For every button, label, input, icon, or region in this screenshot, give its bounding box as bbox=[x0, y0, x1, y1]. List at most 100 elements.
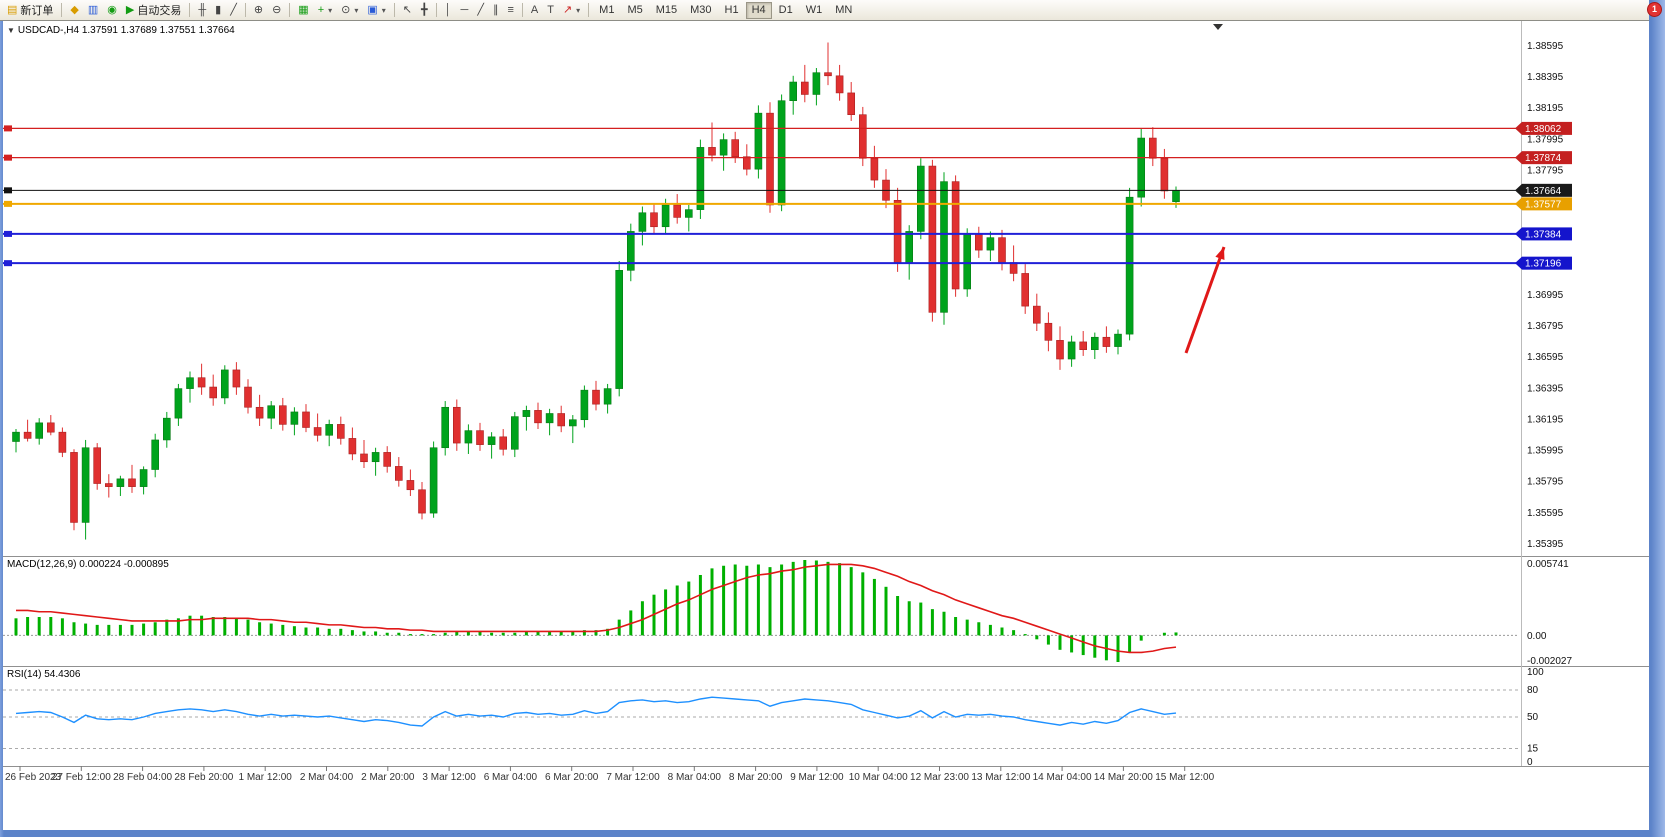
timeframe-button-m5[interactable]: M5 bbox=[621, 2, 648, 19]
svg-text:15 Mar 12:00: 15 Mar 12:00 bbox=[1155, 772, 1214, 783]
candle bbox=[244, 386, 252, 408]
tile-windows-button[interactable]: ▦ bbox=[294, 2, 312, 19]
line-chart-button[interactable]: ╱ bbox=[226, 2, 241, 19]
timeframe-button-h4[interactable]: H4 bbox=[745, 1, 772, 19]
periods-button[interactable]: ⊙ ▾ bbox=[337, 2, 362, 19]
timeframe-button-m15[interactable]: M15 bbox=[650, 2, 683, 19]
candle bbox=[812, 72, 821, 95]
candle bbox=[35, 422, 44, 439]
timeframe-button-m1[interactable]: M1 bbox=[593, 2, 620, 19]
timeframe-button-d1[interactable]: D1 bbox=[773, 2, 799, 19]
price-axis[interactable]: 1.38595 1.38395 1.38195 1.37995 1.37795 1.375… bbox=[1527, 41, 1564, 550]
candle bbox=[371, 452, 380, 463]
candle bbox=[278, 405, 287, 425]
zoom-in-icon: ⊕ bbox=[253, 3, 264, 16]
candle bbox=[615, 270, 624, 389]
candle bbox=[1137, 137, 1145, 198]
candle bbox=[70, 452, 78, 523]
svg-text:1.35595: 1.35595 bbox=[1527, 508, 1564, 519]
auto-trading-label: 自动交易 bbox=[137, 5, 182, 17]
svg-text:15: 15 bbox=[1527, 744, 1539, 755]
timeframe-button-mn[interactable]: MN bbox=[829, 2, 858, 19]
svg-text:1.37995: 1.37995 bbox=[1527, 134, 1564, 145]
candle bbox=[1149, 137, 1157, 159]
svg-text:-0.002027: -0.002027 bbox=[1527, 656, 1572, 667]
trend-arrow-annotation[interactable] bbox=[1184, 246, 1226, 354]
label-tool-button[interactable]: T bbox=[543, 2, 558, 19]
cursor-button[interactable]: ↖ bbox=[399, 2, 416, 19]
candle bbox=[673, 204, 682, 218]
macd-indicator-label: MACD(12,26,9) 0.000224 -0.000895 bbox=[7, 559, 169, 570]
zoom-in-button[interactable]: ⊕ bbox=[250, 2, 267, 19]
candle bbox=[592, 389, 600, 405]
svg-text:6 Mar 20:00: 6 Mar 20:00 bbox=[545, 772, 599, 783]
main-toolbar: ▤ 新订单 ◆ ▥ ◉ ▶ 自动交易 ╫ ▮ ╱ ⊕ ⊖ ▦ + ▾ ⊙ ▾ ▣ ▾ … bbox=[0, 0, 1649, 21]
line-left-marker bbox=[4, 125, 12, 132]
svg-text:1.36795: 1.36795 bbox=[1527, 321, 1564, 332]
candle bbox=[684, 209, 693, 218]
community-button[interactable]: ◉ bbox=[103, 2, 121, 19]
vertical-line-button[interactable]: │ bbox=[441, 2, 456, 19]
candle bbox=[940, 181, 948, 313]
svg-text:28 Feb 20:00: 28 Feb 20:00 bbox=[174, 772, 233, 783]
candle bbox=[452, 406, 461, 444]
indicators-button[interactable]: + ▾ bbox=[314, 2, 336, 19]
svg-text:1.38062: 1.38062 bbox=[1525, 124, 1562, 135]
candle bbox=[568, 419, 577, 427]
candle bbox=[116, 478, 125, 487]
channel-button[interactable]: ∥ bbox=[489, 2, 503, 19]
svg-text:2 Mar 20:00: 2 Mar 20:00 bbox=[361, 772, 415, 783]
svg-text:14 Mar 04:00: 14 Mar 04:00 bbox=[1033, 772, 1092, 783]
ohlc-bars-icon: ╫ bbox=[198, 3, 207, 16]
svg-text:3 Mar 12:00: 3 Mar 12:00 bbox=[422, 772, 476, 783]
new-order-icon: ▤ bbox=[7, 3, 18, 16]
candle bbox=[777, 100, 786, 206]
arrows-tool-button[interactable]: ↗ ▾ bbox=[559, 2, 584, 19]
svg-text:0.00: 0.00 bbox=[1527, 631, 1547, 642]
candle bbox=[418, 489, 426, 514]
svg-text:1 Mar 12:00: 1 Mar 12:00 bbox=[239, 772, 293, 783]
timeframe-button-h1[interactable]: H1 bbox=[719, 2, 745, 19]
candle bbox=[336, 424, 345, 439]
candle bbox=[1044, 322, 1053, 341]
new-chart-button[interactable]: ▥ bbox=[84, 2, 102, 19]
new-order-label: 新订单 bbox=[20, 5, 54, 17]
candle bbox=[766, 112, 774, 206]
auto-trading-button[interactable]: ▶ 自动交易 bbox=[122, 2, 185, 19]
candlestick-button[interactable]: ▮ bbox=[211, 2, 225, 19]
templates-icon: ▣ bbox=[367, 3, 378, 16]
zoom-out-button[interactable]: ⊖ bbox=[268, 2, 285, 19]
candle bbox=[835, 75, 844, 94]
chevron-down-icon: ▾ bbox=[354, 5, 359, 15]
candle bbox=[800, 81, 809, 95]
fibonacci-button[interactable]: ≡ bbox=[503, 2, 517, 19]
chart-title-text: USDCAD-,H4 1.37591 1.37689 1.37551 1.376… bbox=[17, 25, 235, 36]
periods-icon: ⊙ bbox=[341, 3, 351, 16]
candle bbox=[12, 431, 20, 442]
new-order-button[interactable]: ▤ 新订单 bbox=[3, 2, 57, 19]
candle bbox=[325, 424, 334, 436]
candle bbox=[360, 453, 368, 463]
timeframe-button-w1[interactable]: W1 bbox=[800, 2, 829, 19]
templates-button[interactable]: ▣ ▾ bbox=[363, 2, 389, 19]
candle bbox=[348, 438, 357, 455]
chart-shift-marker[interactable] bbox=[1213, 24, 1223, 30]
trendline-button[interactable]: ╱ bbox=[473, 2, 488, 19]
one-click-arrow-icon[interactable]: ▼ bbox=[7, 26, 15, 35]
line-left-marker bbox=[4, 230, 12, 237]
candle bbox=[708, 147, 716, 156]
notification-badge[interactable]: 1 bbox=[1647, 2, 1662, 17]
horizontal-line-button[interactable]: ─ bbox=[457, 2, 473, 19]
candle bbox=[1009, 262, 1018, 274]
candle bbox=[93, 447, 101, 484]
svg-text:10 Mar 04:00: 10 Mar 04:00 bbox=[849, 772, 908, 783]
timeframe-button-m30[interactable]: M30 bbox=[684, 2, 717, 19]
text-tool-button[interactable]: A bbox=[527, 2, 542, 19]
crosshair-button[interactable]: ╋ bbox=[417, 2, 432, 19]
ohlc-bars-button[interactable]: ╫ bbox=[194, 2, 210, 19]
svg-text:1.37384: 1.37384 bbox=[1525, 229, 1562, 240]
candle bbox=[522, 410, 531, 417]
profiles-button[interactable]: ◆ bbox=[66, 2, 82, 19]
